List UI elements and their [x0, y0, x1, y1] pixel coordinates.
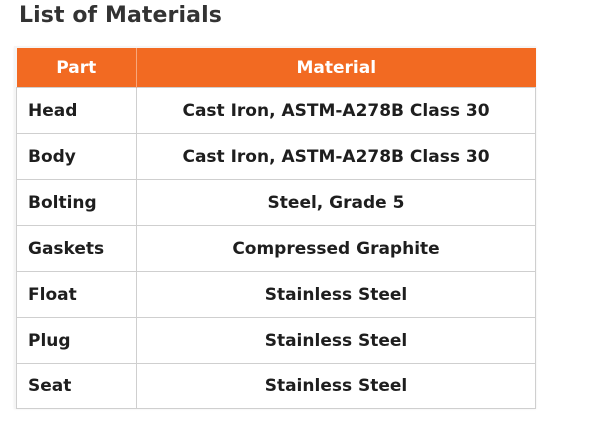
table-row: Gaskets Compressed Graphite [16, 225, 536, 272]
material-cell: Compressed Graphite [136, 225, 536, 272]
table-header-row: Part Material [16, 48, 536, 88]
material-cell: Stainless Steel [136, 317, 536, 364]
materials-table-container: Part Material Head Cast Iron, ASTM-A278B… [14, 46, 536, 409]
materials-table: Part Material Head Cast Iron, ASTM-A278B… [16, 48, 536, 409]
material-cell: Steel, Grade 5 [136, 179, 536, 226]
table-row: Body Cast Iron, ASTM-A278B Class 30 [16, 133, 536, 180]
page-title: List of Materials [19, 3, 222, 28]
table-row: Bolting Steel, Grade 5 [16, 179, 536, 226]
table-row: Seat Stainless Steel [16, 363, 536, 409]
material-cell: Stainless Steel [136, 271, 536, 318]
part-cell: Seat [16, 363, 137, 409]
part-cell: Head [16, 87, 137, 134]
table-row: Plug Stainless Steel [16, 317, 536, 364]
part-cell: Gaskets [16, 225, 137, 272]
column-header-material: Material [136, 48, 536, 88]
table-header: Part Material [16, 48, 536, 88]
material-cell: Stainless Steel [136, 363, 536, 409]
table-row: Float Stainless Steel [16, 271, 536, 318]
part-cell: Bolting [16, 179, 137, 226]
part-cell: Plug [16, 317, 137, 364]
part-cell: Body [16, 133, 137, 180]
part-cell: Float [16, 271, 137, 318]
table-row: Head Cast Iron, ASTM-A278B Class 30 [16, 87, 536, 134]
column-header-part: Part [16, 48, 137, 88]
table-body: Head Cast Iron, ASTM-A278B Class 30 Body… [16, 87, 536, 409]
material-cell: Cast Iron, ASTM-A278B Class 30 [136, 87, 536, 134]
material-cell: Cast Iron, ASTM-A278B Class 30 [136, 133, 536, 180]
